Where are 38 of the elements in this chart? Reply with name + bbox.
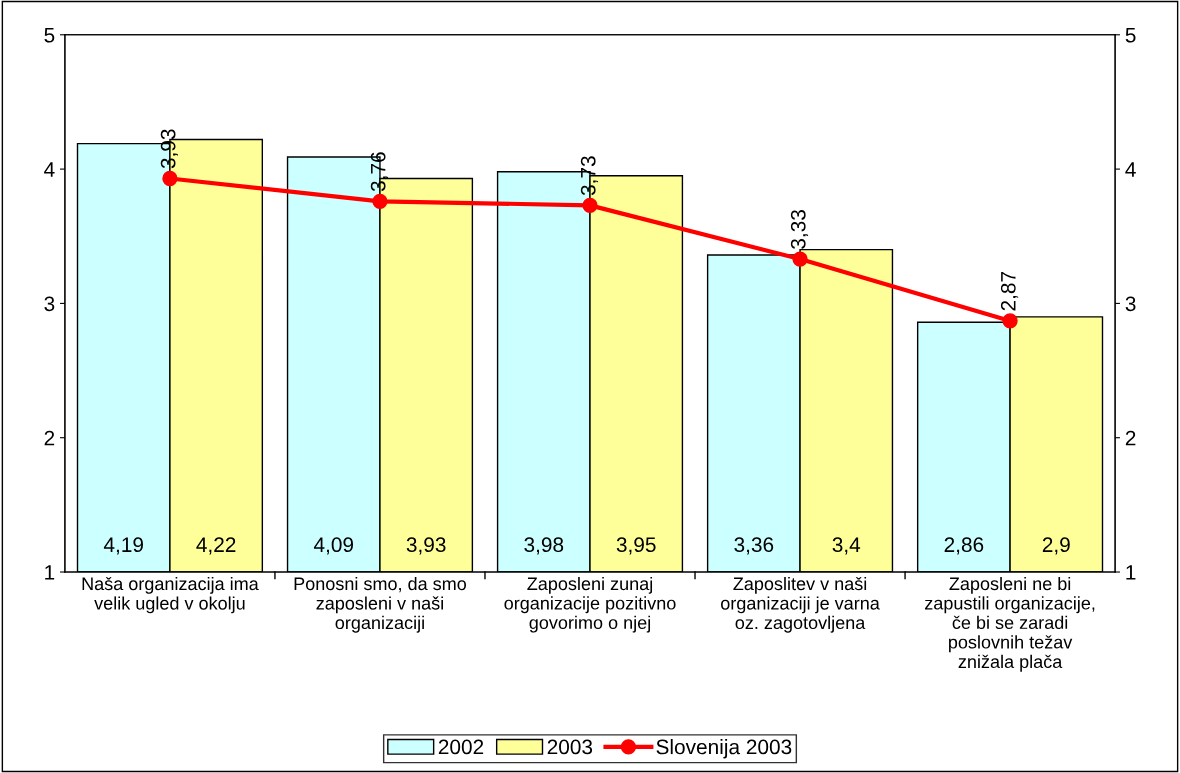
x-tick-label: Zaposleni zunaj organizacije pozitivno govorimo o njej: [504, 576, 676, 633]
y-tick-label: 3: [44, 296, 55, 312]
y-tick-label: 1: [45, 565, 55, 580]
data-label: 2,9: [1042, 537, 1070, 555]
legend-label: Slovenija 2003: [656, 739, 792, 759]
point: [1002, 313, 1018, 329]
x-tick-label: Naša organizacija ima velik ugled v okolju: [82, 576, 259, 614]
data-label: 3,76: [370, 152, 389, 192]
x-tick-label: Zaposleni ne bi zapustili organizacije, če bi se zaradi poslovnih težav znižala plača: [925, 576, 1095, 672]
data-label: 3,93: [406, 537, 446, 555]
y-tick-label: 5: [44, 28, 55, 43]
y-tick-label: 4: [44, 162, 55, 177]
y-tick-label: 2: [44, 430, 55, 446]
legend-label: 2003: [547, 739, 593, 755]
data-label: 3,98: [524, 537, 564, 555]
y2-tick-label: 2: [1125, 430, 1136, 446]
data-label: 4,22: [196, 537, 236, 555]
data-label: 3,93: [160, 129, 178, 169]
point: [162, 170, 178, 187]
data-label: 3,4: [832, 537, 861, 555]
legend-label: 2002: [438, 739, 484, 755]
y2-tick-label: 5: [1125, 28, 1136, 43]
x-tick-label: Zaposlitev v naši organizaciji je varna oz. zagotovljena: [721, 576, 880, 633]
point: [792, 251, 808, 267]
y2-tick-label: 1: [1126, 565, 1136, 580]
y2-tick-label: 3: [1125, 296, 1136, 312]
y2-tick-label: 4: [1125, 162, 1136, 177]
data-label: 2,86: [944, 537, 984, 555]
data-label: 3,73: [580, 156, 599, 196]
data-label: 4,19: [103, 537, 143, 555]
data-label: 3,33: [790, 210, 809, 249]
data-label: 2,87: [1000, 271, 1019, 311]
data-label: 3,95: [616, 537, 656, 555]
data-label: 4,09: [313, 537, 354, 555]
data-label: 3,36: [734, 537, 774, 555]
x-tick-label: Ponosni smo, da smo zaposleni v naši organizaciji: [294, 576, 467, 633]
point: [372, 193, 388, 209]
point: [582, 197, 598, 213]
